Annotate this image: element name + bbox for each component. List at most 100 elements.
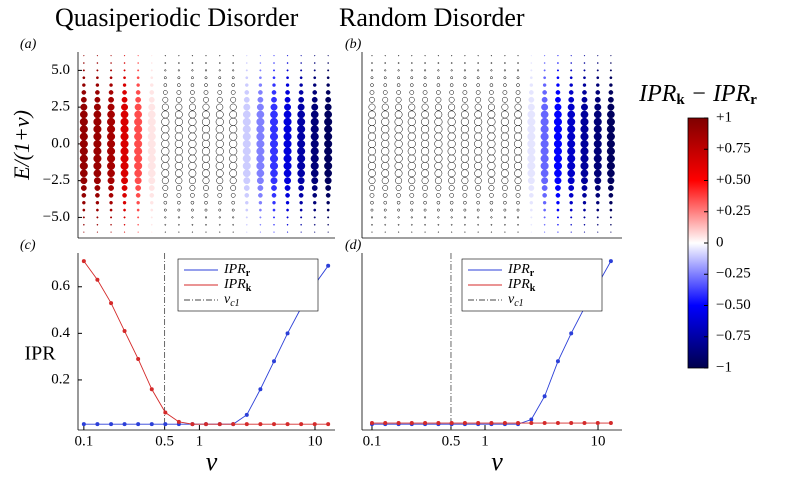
bubble xyxy=(367,125,377,134)
bubble xyxy=(607,185,614,191)
bubble xyxy=(326,83,330,87)
bubble xyxy=(527,147,536,156)
bubble xyxy=(310,110,319,119)
bubble xyxy=(487,139,496,148)
series-point xyxy=(569,331,574,336)
bubble xyxy=(204,216,208,219)
bubble xyxy=(367,132,377,141)
bubble xyxy=(151,231,153,233)
bubble xyxy=(123,223,126,226)
bubble xyxy=(516,83,520,87)
bubble xyxy=(542,200,547,205)
bubble xyxy=(504,231,506,233)
bubble xyxy=(95,83,100,87)
bubble xyxy=(447,154,456,163)
colorbar-title: IPRk − IPRr xyxy=(638,81,757,109)
bubble xyxy=(188,161,197,171)
bubble xyxy=(79,147,88,156)
bubble xyxy=(474,169,483,178)
bubble xyxy=(300,55,302,57)
bubble xyxy=(175,110,183,119)
bubble xyxy=(203,193,209,198)
bubble xyxy=(597,55,599,57)
bubble xyxy=(488,185,495,191)
bubble xyxy=(163,83,168,87)
panel-title: Quasiperiodic Disorder xyxy=(55,3,299,32)
bubble xyxy=(434,161,443,171)
bubble xyxy=(231,200,235,205)
series-point xyxy=(529,421,534,426)
legend-name: ν xyxy=(508,292,515,307)
legend-subscript: r xyxy=(246,268,251,279)
bubble xyxy=(242,110,251,119)
bubble xyxy=(487,169,496,178)
bubble xyxy=(424,62,426,64)
bubble xyxy=(271,185,277,191)
bubble xyxy=(410,208,414,212)
bubble xyxy=(174,154,183,163)
bubble xyxy=(503,216,506,219)
bubble xyxy=(201,154,211,163)
bubble xyxy=(161,177,169,185)
bubble xyxy=(245,216,248,219)
bubble xyxy=(120,154,129,163)
bubble xyxy=(447,132,456,141)
colorbar-title-subscript: r xyxy=(750,92,757,108)
bubble xyxy=(122,200,127,205)
bubble xyxy=(191,231,194,233)
bubble xyxy=(298,193,304,198)
bubble xyxy=(177,83,181,87)
bubble xyxy=(147,169,156,178)
bubble xyxy=(609,216,612,219)
bubble xyxy=(516,208,520,212)
bubble xyxy=(541,177,549,185)
bubble xyxy=(434,132,443,141)
bubble xyxy=(325,90,331,95)
bubble xyxy=(96,76,99,80)
bubble xyxy=(410,83,414,87)
bubble xyxy=(93,169,102,178)
bubble xyxy=(285,193,290,198)
bubble xyxy=(517,216,520,219)
bubble xyxy=(324,132,333,141)
bubble xyxy=(541,103,549,111)
bubble xyxy=(423,76,427,80)
bubble xyxy=(283,110,292,119)
bubble xyxy=(594,185,601,191)
bubble xyxy=(232,62,235,64)
bubble xyxy=(553,117,562,126)
y-tick-label: −2.5 xyxy=(43,172,70,188)
series-point xyxy=(258,422,263,427)
series-point xyxy=(109,422,114,427)
bubble xyxy=(147,147,156,156)
bubble xyxy=(530,55,532,57)
bubble xyxy=(215,125,224,134)
bubble xyxy=(242,169,251,178)
bubble xyxy=(259,223,262,226)
bubble xyxy=(215,169,224,178)
bubble xyxy=(188,169,197,178)
bubble xyxy=(259,76,262,80)
bubble xyxy=(259,62,262,64)
bubble xyxy=(107,147,116,156)
bubble xyxy=(463,216,466,219)
bubble xyxy=(556,216,559,219)
bubble xyxy=(423,200,427,205)
bubble xyxy=(501,169,509,178)
bubble xyxy=(463,69,466,72)
bubble xyxy=(174,132,183,141)
y-tick-label: 0.4 xyxy=(51,325,70,341)
bubble xyxy=(580,139,589,148)
series-point xyxy=(396,421,401,426)
bubble xyxy=(567,154,576,163)
bubble xyxy=(201,161,211,171)
series-point xyxy=(529,417,534,422)
series-point xyxy=(136,422,141,427)
bubble xyxy=(161,103,169,111)
bubble xyxy=(503,200,507,205)
bubble xyxy=(527,132,536,141)
bubble xyxy=(503,76,507,80)
bubble xyxy=(490,231,493,233)
bubble xyxy=(489,90,494,95)
series-point xyxy=(555,421,560,426)
